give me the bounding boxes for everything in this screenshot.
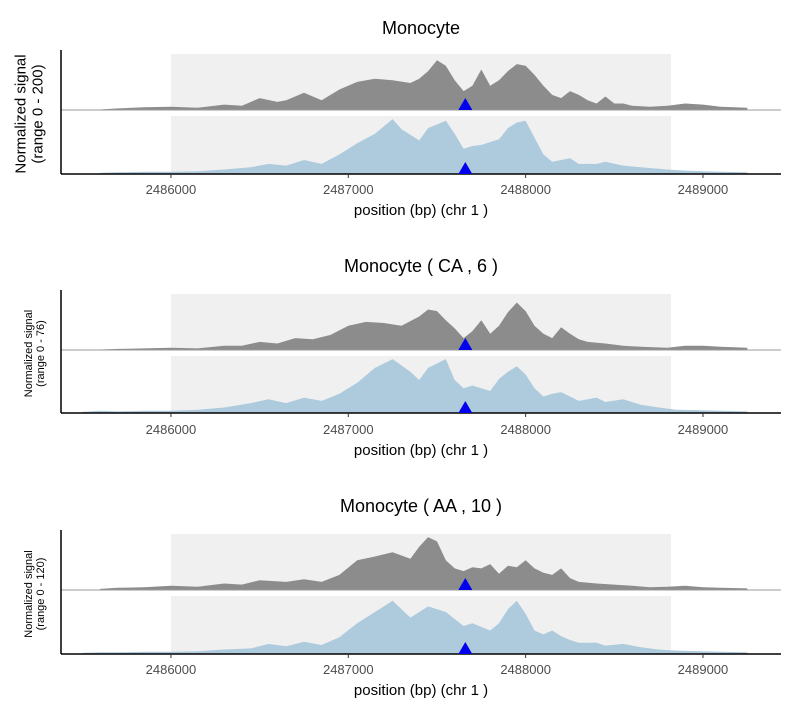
x-tick-label: 2489000 (678, 182, 729, 197)
y-axis-label-line-1: Normalized signal (23, 550, 35, 637)
x-tick-label: 2487000 (323, 182, 374, 197)
chart-title: Monocyte ( CA , 6 ) (344, 256, 498, 276)
signal-track-1 (100, 302, 748, 350)
x-tick-label: 2488000 (500, 662, 551, 677)
signal-track-2 (100, 119, 748, 174)
x-tick-label: 2488000 (500, 422, 551, 437)
x-tick-label: 2487000 (323, 662, 374, 677)
signal-track-2 (82, 359, 748, 413)
variant-marker-2 (458, 162, 473, 174)
x-tick-label: 2489000 (678, 662, 729, 677)
chart-title: Monocyte (382, 18, 460, 38)
x-tick-label: 2486000 (146, 662, 197, 677)
x-tick-label: 2487000 (323, 422, 374, 437)
chart-panel-2: Monocyte ( CA , 6 ) Normalized signal(ran… (23, 256, 781, 459)
y-axis-label-line-2: (range 0 - 120) (35, 558, 47, 631)
x-axis-label: position (bp) (chr 1 ) (354, 202, 488, 219)
y-axis-label-line-1: Normalized signal (13, 54, 30, 173)
variant-marker-1 (458, 98, 473, 110)
y-axis-label: Normalized signal(range 0 - 76) (23, 310, 47, 397)
x-axis-label: position (bp) (chr 1 ) (354, 442, 488, 459)
signal-track-1 (100, 60, 748, 110)
x-tick-label: 2489000 (678, 422, 729, 437)
variant-marker-1 (458, 338, 473, 350)
x-axis-label: position (bp) (chr 1 ) (354, 682, 488, 699)
signal-track-1 (100, 537, 748, 590)
y-axis-label: Normalized signal(range 0 - 120) (23, 550, 47, 637)
y-axis-label-line-1: Normalized signal (23, 310, 35, 397)
chart-panel-1: Monocyte Normalized signal(range 0 - 200)… (13, 18, 781, 219)
y-axis-label-line-2: (range 0 - 76) (35, 320, 47, 387)
x-tick-label: 2486000 (146, 422, 197, 437)
chart-panel-3: Monocyte ( AA , 10 ) Normalized signal(ra… (23, 496, 781, 699)
chart-title: Monocyte ( AA , 10 ) (340, 496, 502, 516)
variant-marker-1 (458, 578, 473, 590)
variant-marker-2 (458, 642, 473, 654)
signal-track-2 (82, 600, 748, 654)
variant-marker-2 (458, 401, 473, 413)
y-axis-label-line-2: (range 0 - 200) (30, 64, 47, 163)
y-axis-label: Normalized signal(range 0 - 200) (13, 54, 47, 173)
x-tick-label: 2486000 (146, 182, 197, 197)
x-tick-label: 2488000 (500, 182, 551, 197)
